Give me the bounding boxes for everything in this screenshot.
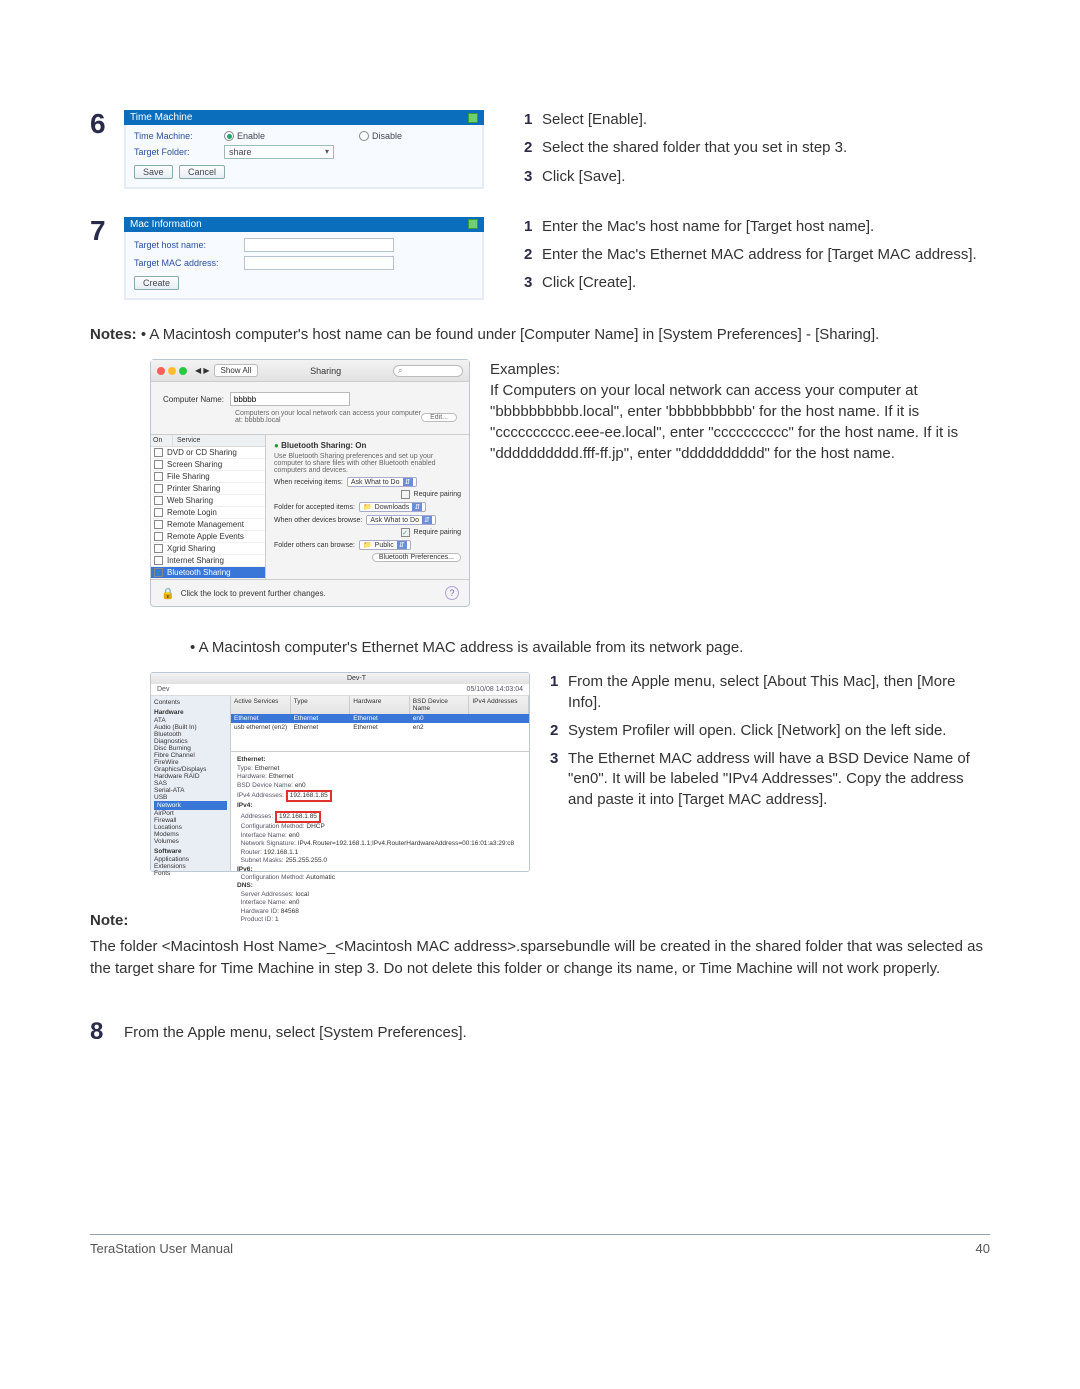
- minimize-icon[interactable]: [168, 367, 176, 375]
- search-input[interactable]: [393, 365, 463, 377]
- table-row[interactable]: EthernetEthernetEtherneten0: [231, 714, 529, 723]
- bt-sharing-title: ● Bluetooth Sharing: On: [274, 441, 461, 450]
- step7-instructions: 1Enter the Mac's host name for [Target h…: [524, 217, 990, 294]
- panel-help-icon[interactable]: [468, 113, 478, 123]
- ipv4-highlight: 192.168.1.85: [286, 790, 332, 802]
- host-name-label: Target host name:: [134, 240, 244, 250]
- network-side-item[interactable]: Network: [154, 801, 227, 810]
- network-grid: Active ServicesTypeHardwareBSD Device Na…: [231, 696, 529, 751]
- list-item[interactable]: File Sharing: [151, 471, 265, 483]
- enable-radio[interactable]: Enable: [224, 131, 265, 141]
- browse-select[interactable]: Ask What to Do⇵: [366, 515, 436, 525]
- list-item[interactable]: Remote Management: [151, 519, 265, 531]
- list-item[interactable]: Printer Sharing: [151, 483, 265, 495]
- footer-title: TeraStation User Manual: [90, 1241, 233, 1256]
- examples-heading: Examples:: [490, 359, 990, 380]
- list-item[interactable]: Internet Sharing: [151, 555, 265, 567]
- table-row[interactable]: usb ethernet (en2)EthernetEtherneten2: [231, 723, 529, 732]
- panel-title: Time Machine: [130, 112, 192, 123]
- sharing-window: ◀ ▶ Show All Sharing Computer Name: Comp…: [150, 359, 470, 607]
- notes-block: Notes: • A Macintosh computer's host nam…: [90, 324, 990, 346]
- step-number-6: 6: [90, 110, 124, 138]
- cancel-button[interactable]: Cancel: [179, 165, 225, 179]
- step-number-8: 8: [90, 1020, 124, 1044]
- panel-title: Mac Information: [130, 219, 202, 230]
- mac-address-input[interactable]: [244, 256, 394, 270]
- list-item[interactable]: Remote Apple Events: [151, 531, 265, 543]
- sub-text: Computers on your local network can acce…: [235, 410, 421, 424]
- list-item[interactable]: Remote Login: [151, 507, 265, 519]
- zoom-icon[interactable]: [179, 367, 187, 375]
- panel-help-icon[interactable]: [468, 219, 478, 229]
- services-list: OnService DVD or CD Sharing Screen Shari…: [151, 435, 266, 579]
- edit-button[interactable]: Edit...: [421, 413, 457, 422]
- recv-select[interactable]: Ask What to Do⇵: [347, 477, 417, 487]
- page-number: 40: [976, 1241, 990, 1256]
- save-button[interactable]: Save: [134, 165, 173, 179]
- list-item[interactable]: Xgrid Sharing: [151, 543, 265, 555]
- computer-name-input[interactable]: [230, 392, 350, 406]
- disable-radio[interactable]: Disable: [359, 131, 402, 141]
- lock-icon[interactable]: 🔒: [161, 587, 175, 600]
- network-detail: Ethernet: Type: Ethernet Hardware: Ether…: [231, 751, 529, 928]
- page-footer: TeraStation User Manual 40: [90, 1234, 990, 1256]
- computer-name-label: Computer Name:: [163, 395, 224, 404]
- create-button[interactable]: Create: [134, 276, 179, 290]
- step6-instructions: 1Select [Enable]. 2Select the shared fol…: [524, 110, 990, 187]
- step8-text: From the Apple menu, select [System Pref…: [124, 1020, 467, 1041]
- network-instructions: 1From the Apple menu, select [About This…: [550, 672, 990, 810]
- target-folder-select[interactable]: share▾: [224, 145, 334, 159]
- folder-select[interactable]: 📁 Downloads⇵: [359, 502, 426, 512]
- bt-desc: Use Bluetooth Sharing preferences and se…: [274, 453, 461, 474]
- final-note: Note: The folder <Macintosh Host Name>_<…: [90, 910, 990, 979]
- side-list: Contents Hardware ATAAudio (Built In)Blu…: [151, 696, 231, 871]
- list-item[interactable]: DVD or CD Sharing: [151, 447, 265, 459]
- mac-info-panel: Mac Information Target host name: Target…: [124, 217, 484, 300]
- time-machine-label: Time Machine:: [134, 131, 224, 141]
- time-machine-panel: Time Machine Time Machine: Enable Disabl…: [124, 110, 484, 189]
- lock-text: Click the lock to prevent further change…: [181, 589, 326, 598]
- window-title: Sharing: [258, 366, 393, 376]
- show-all-button[interactable]: Show All: [214, 364, 259, 377]
- target-folder-label: Target Folder:: [134, 147, 224, 157]
- mac-address-note: • A Macintosh computer's Ethernet MAC ad…: [90, 637, 990, 658]
- list-item[interactable]: Web Sharing: [151, 495, 265, 507]
- help-icon[interactable]: ?: [445, 586, 459, 600]
- host-name-input[interactable]: [244, 238, 394, 252]
- folder2-select[interactable]: 📁 Public⇵: [359, 540, 411, 550]
- examples-body: If Computers on your local network can a…: [490, 380, 990, 464]
- mac-address-label: Target MAC address:: [134, 258, 244, 268]
- network-window: Dev-T Dev05/10/08 14:03:04 Contents Hard…: [150, 672, 530, 872]
- list-item[interactable]: ✓Bluetooth Sharing: [151, 567, 265, 579]
- close-icon[interactable]: [157, 367, 165, 375]
- list-item[interactable]: Screen Sharing: [151, 459, 265, 471]
- bt-pref-button[interactable]: Bluetooth Preferences...: [372, 553, 461, 562]
- step-number-7: 7: [90, 217, 124, 245]
